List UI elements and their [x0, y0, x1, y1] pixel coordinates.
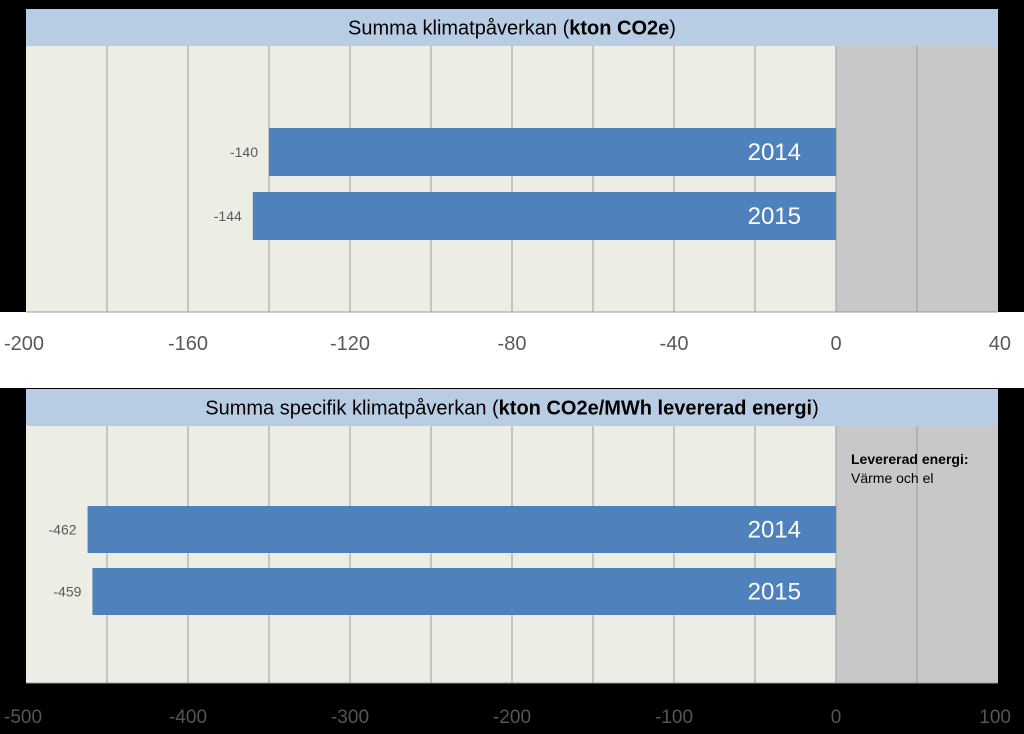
bar-value-label: -462	[49, 522, 77, 538]
x-tick-label: -160	[168, 333, 208, 355]
chart-title-bar	[26, 389, 998, 426]
bar-category-label: 2015	[748, 203, 801, 230]
annotation-title: Levererad energi:	[851, 451, 969, 467]
x-tick-label: -40	[660, 333, 689, 355]
chart-title-bar	[26, 9, 998, 46]
bars: 2014 -140 2015 -144	[214, 128, 837, 240]
chart-title: Summa klimatpåverkan (kton CO2e)	[348, 18, 676, 40]
gridlines	[26, 46, 998, 313]
x-tick-label: -400	[169, 707, 207, 728]
x-tick-label: -80	[498, 333, 527, 355]
bar-value-label: -140	[230, 144, 258, 160]
bar-category-label: 2014	[748, 139, 801, 166]
x-tick-label: 40	[989, 333, 1011, 355]
x-tick-label: -200	[493, 707, 531, 728]
x-tick-label: 0	[831, 707, 842, 728]
x-tick-label: 0	[830, 333, 841, 355]
annotation-text: Värme och el	[851, 470, 933, 486]
x-axis: -500 -400 -300 -200 -100 0 100	[4, 707, 1011, 728]
bar-category-label: 2014	[748, 517, 801, 544]
bar-value-label: -459	[53, 584, 81, 600]
bar-2015	[252, 192, 837, 240]
axis-band	[0, 312, 1024, 388]
bar-category-label: 2015	[748, 579, 801, 606]
x-axis: -200 -160 -120 -80 -40 0 40	[4, 333, 1011, 355]
x-tick-label: -100	[655, 707, 693, 728]
x-tick-label: 100	[979, 707, 1011, 728]
x-tick-label: -200	[4, 333, 44, 355]
chart-2: Summa specifik klimatpåverkan (kton CO2e…	[4, 389, 1011, 728]
x-tick-label: -300	[331, 707, 369, 728]
gridlines	[26, 426, 998, 684]
chart-1: Summa klimatpåverkan (kton CO2e) 2014 -14…	[4, 9, 1011, 355]
bars: 2014 -462 2015 -459	[49, 506, 837, 615]
chart-title: Summa specifik klimatpåverkan (kton CO2e…	[205, 398, 819, 420]
bar-2015	[92, 568, 837, 615]
bar-2014	[87, 506, 836, 553]
bar-2014	[269, 128, 836, 176]
x-tick-label: -500	[4, 707, 42, 728]
x-tick-label: -120	[330, 333, 370, 355]
bar-value-label: -144	[214, 208, 242, 224]
